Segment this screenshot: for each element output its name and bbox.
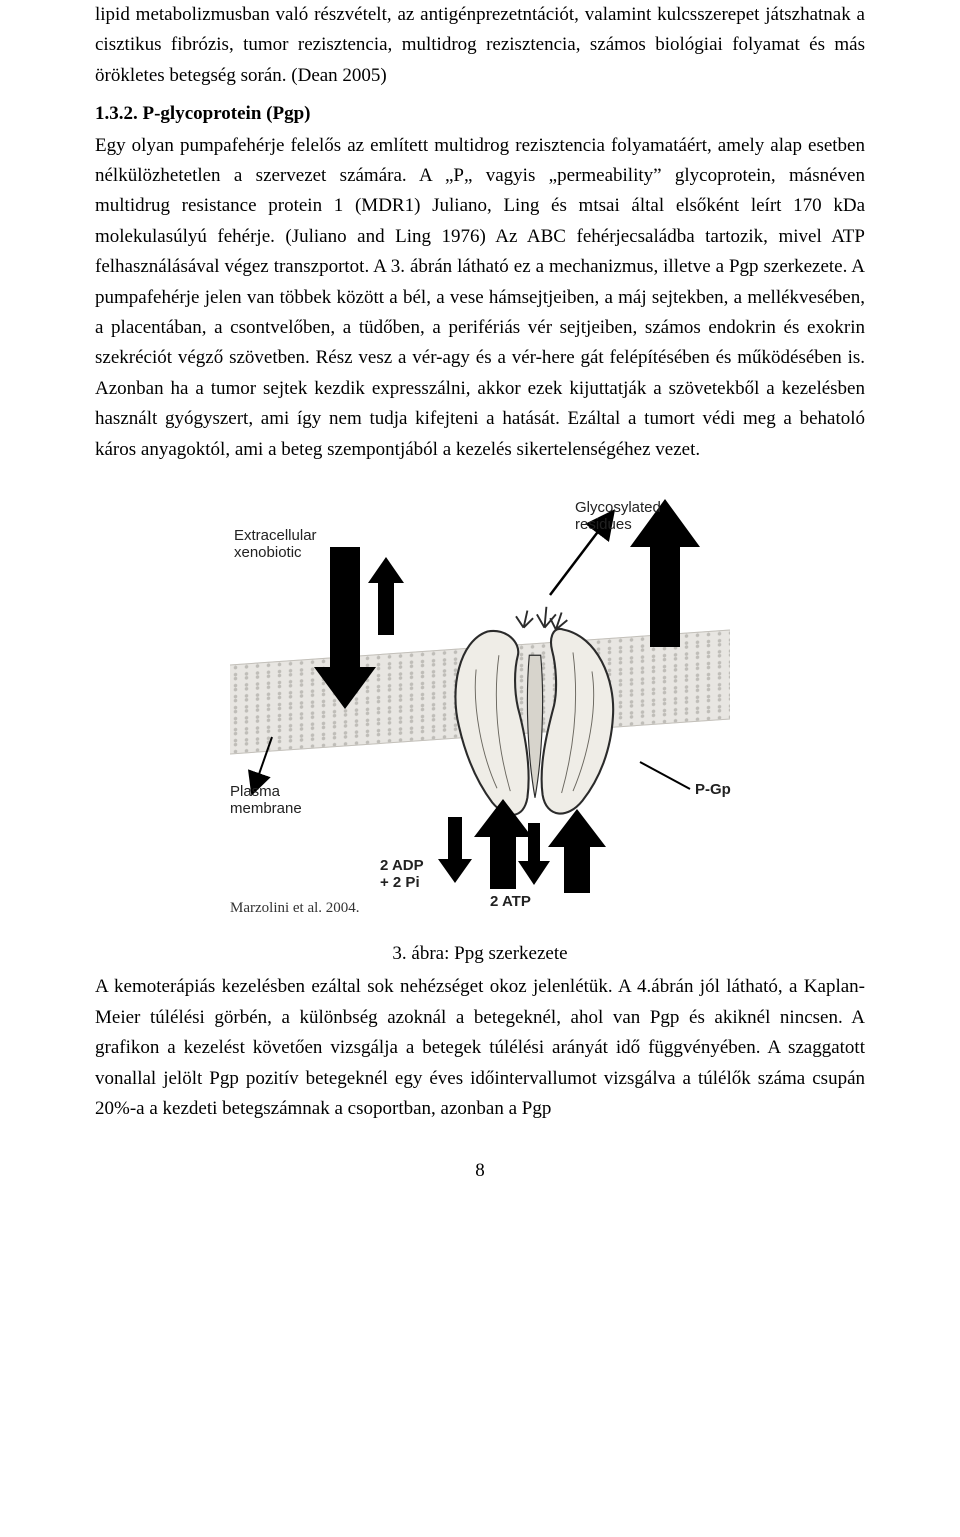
label-xenobiotic: Extracellular xenobiotic xyxy=(234,527,317,562)
label-adp: 2 ADP + 2 Pi xyxy=(380,857,424,892)
label-pgp: P-Gp xyxy=(695,781,731,798)
section-heading: 1.3.2. P-glycoprotein (Pgp) xyxy=(95,99,865,128)
figure-3: Glycosylated residues Extracellular xeno… xyxy=(95,487,865,927)
figure-caption: 3. ábra: Ppg szerkezete xyxy=(95,939,865,968)
paragraph-after-figure: A kemoterápiás kezelésben ezáltal sok ne… xyxy=(95,972,865,1124)
paragraph-main: Egy olyan pumpafehérje felelős az említe… xyxy=(95,131,865,465)
label-atp: 2 ATP xyxy=(490,893,531,910)
label-plasma-membrane: Plasma membrane xyxy=(230,783,302,818)
figure-source: Marzolini et al. 2004. xyxy=(230,900,360,917)
pgp-diagram: Glycosylated residues Extracellular xeno… xyxy=(210,487,750,927)
label-glycosylated: Glycosylated residues xyxy=(575,499,661,534)
paragraph-intro: lipid metabolizmusban való részvételt, a… xyxy=(95,0,865,91)
page-number: 8 xyxy=(95,1160,865,1182)
